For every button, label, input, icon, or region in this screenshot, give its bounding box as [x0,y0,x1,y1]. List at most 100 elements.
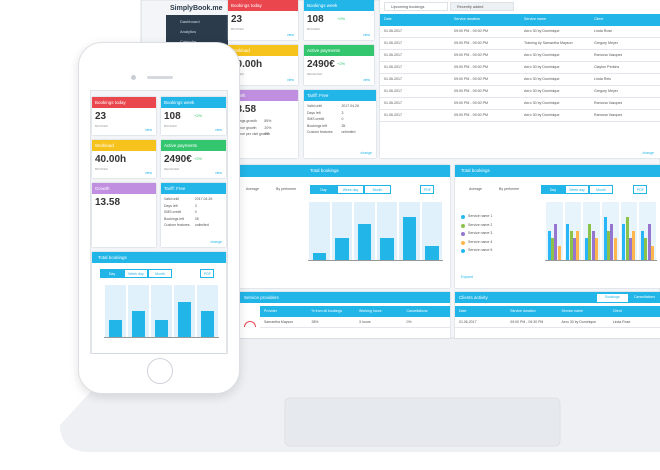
table-row [380,26,660,38]
table-cell: 01.06.2017 [384,101,402,106]
axis-line [104,337,219,338]
card-value: 108 [164,111,181,122]
card-header: Tariff: Free [161,183,226,194]
table-cell: Aero 30 by Dominique [524,89,560,94]
bar [603,216,607,260]
legend-label: Service name 4 [468,239,493,244]
panel-header: Total bookings [92,252,226,263]
camera [131,75,136,80]
column-header: Cancellations [406,308,428,313]
card-link: view [214,127,222,132]
panel-title: Total bookings [461,168,490,173]
card-header: Workload [228,45,298,56]
card-title: Tariff: Free [307,92,329,98]
card-link: change [360,150,372,155]
card-link: view [362,32,370,37]
panel: Service providers Provider % from all book… [240,292,450,338]
link: change [642,150,654,155]
row-value: 35 [194,216,199,221]
table-cell: 3 hours [359,319,371,324]
panel-header: Total bookings [240,165,450,177]
bar [200,311,215,337]
panel: Total bookings Average By performer Day Week… [240,165,450,288]
tab: Day [310,185,337,194]
table-cell: 01.06.2017 [384,53,402,58]
card-value: 23 [231,14,243,25]
row-value: 3 [341,110,344,115]
row-value: 2017.04.26 [194,197,213,201]
table-cell: Aero 30 by Dominique [524,77,560,82]
card-link: view [286,32,294,37]
nav-item: Calendar [180,40,196,44]
card-note: BOOKED [231,27,244,31]
table-cell: Aero 30 by Dominique [524,101,560,106]
card-title: Active payments [164,142,198,148]
column-header: Service name [561,308,583,313]
tab: Month [148,269,172,278]
card-value: 2490€ [307,59,335,70]
card-link: view [362,77,370,82]
table-cell: 09:00 PM - 09:30 PM [454,65,488,70]
row-label: Bookings left [307,123,328,128]
row-value: 35 [341,123,346,128]
link: Expand [461,275,473,279]
legend-swatch [461,223,465,228]
table-cell: Aero 30 by Dominique [524,53,560,58]
card-title: Bookings week [307,2,338,8]
card-title: Active payments [307,47,341,53]
table-cell: Ramona Vazquez [594,113,623,118]
panel: Total bookings Average By performer Day Week… [455,165,660,288]
bar [641,231,645,260]
bar [131,311,146,337]
row-label: Revenue per visit growth [231,132,270,136]
column-header: Provider [264,308,278,313]
card-change: +2% [194,113,203,118]
tab: Upcoming bookings [384,2,448,11]
card: Active payments 2490€ +2% RECEIVED view [304,45,374,85]
card-value: 13.58 [95,197,121,208]
table-cell: 09:00 PM - 09:30 PM [454,41,488,46]
card-link: view [286,77,294,82]
card-note: BOOKED [95,167,108,171]
row-value: 0 [194,210,197,214]
row-label: Days left [164,203,178,208]
column-header: Service name [524,17,546,22]
legend-label: Service name 1 [468,214,493,219]
legend-swatch [461,240,465,245]
row-label: Valid until [164,197,179,201]
table-cell: 09:00 PM - 09:30 PM [454,101,488,106]
card-link: view [144,170,152,175]
table-cell: 09:00 PM - 09:30 PM [454,89,488,94]
card-title: Tariff: Free [164,185,186,191]
bar [625,216,629,260]
table-row [380,62,660,74]
card-note: RECEIVED [307,72,323,76]
card-title: Workload [231,47,250,53]
logo: SimplyBook.me [170,5,223,12]
column-header: Client [612,308,622,313]
legend-label: Service name 2 [468,222,493,227]
table-cell: 0% [406,319,412,324]
row-label: Custom features [164,223,190,227]
panel-title: Total bookings [98,254,127,260]
bar [591,231,595,260]
card-header: Tariff: Free [304,90,376,101]
card-title: Bookings today [231,2,262,8]
table-cell: Linda Rose [594,29,613,34]
row-label: SMS credit [164,210,182,214]
card-value: 2490€ [164,154,192,165]
card-header: Bookings week [161,97,226,108]
card-header: Active payments [304,45,374,56]
table-row [380,110,660,122]
card-value: 13.58 [231,104,257,115]
panel-header: Total bookings [455,165,660,177]
axis-line [308,260,443,261]
bar [629,238,632,260]
bar [594,238,598,260]
card-title: Bookings today [95,99,126,105]
row-label: Custom features [307,130,333,134]
bar [154,319,169,337]
tab: Bookings [597,293,628,302]
legend-swatch [461,215,465,219]
bar [650,245,654,260]
